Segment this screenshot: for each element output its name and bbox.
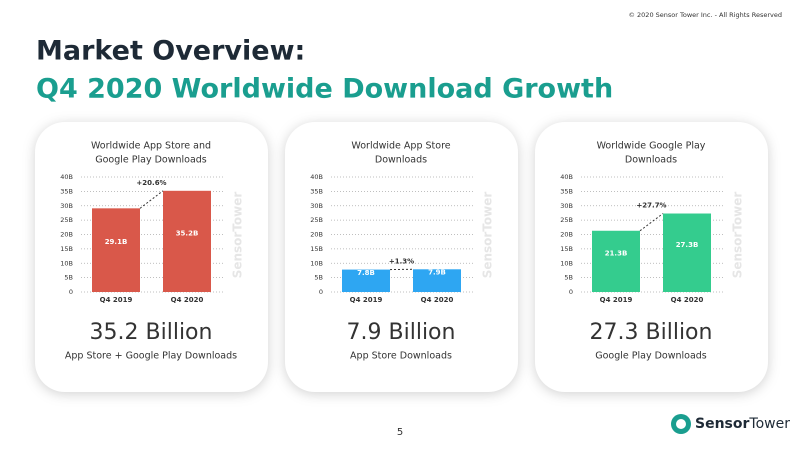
logo-regular: Tower xyxy=(748,416,790,432)
card xyxy=(535,122,768,392)
bar xyxy=(663,213,711,292)
y-tick-label: 10B xyxy=(60,259,73,267)
y-tick-label: 30B xyxy=(310,202,323,210)
bar xyxy=(342,269,390,292)
y-tick-label: 0 xyxy=(319,288,323,296)
y-tick-label: 15B xyxy=(310,245,323,253)
x-tick-label: Q4 2020 xyxy=(671,296,704,304)
y-tick-label: 40B xyxy=(310,173,323,181)
logo: SensorTower xyxy=(671,414,790,434)
value-label: 35.2B xyxy=(176,229,199,237)
caption: App Store + Google Play Downloads xyxy=(65,351,237,362)
copyright: © 2020 Sensor Tower Inc. - All Rights Re… xyxy=(628,11,782,19)
y-tick-label: 0 xyxy=(69,288,73,296)
y-tick-label: 20B xyxy=(560,231,573,239)
y-tick-label: 35B xyxy=(60,187,73,195)
chart-title: Google Play Downloads xyxy=(95,155,207,166)
x-tick-label: Q4 2019 xyxy=(100,296,133,304)
annotation: +27.7% xyxy=(636,202,666,210)
watermark: SensorTower xyxy=(231,192,245,279)
y-tick-label: 35B xyxy=(560,187,573,195)
chart-title: Downloads xyxy=(375,155,427,166)
y-tick-label: 0 xyxy=(569,288,573,296)
y-tick-label: 5B xyxy=(64,274,73,282)
watermark: SensorTower xyxy=(481,192,495,279)
y-tick-label: 25B xyxy=(560,216,573,224)
caption: Google Play Downloads xyxy=(595,351,707,362)
caption: App Store Downloads xyxy=(350,351,452,362)
y-tick-label: 15B xyxy=(560,245,573,253)
y-tick-label: 30B xyxy=(560,202,573,210)
x-tick-label: Q4 2020 xyxy=(421,296,454,304)
bar xyxy=(413,269,461,292)
headline: 27.3 Billion xyxy=(590,320,713,345)
watermark: SensorTower xyxy=(731,192,745,279)
logo-text: SensorTower xyxy=(695,416,790,432)
x-tick-label: Q4 2020 xyxy=(171,296,204,304)
page-number: 5 xyxy=(397,427,403,438)
slide-subtitle: Q4 2020 Worldwide Download Growth xyxy=(36,74,613,105)
y-tick-label: 15B xyxy=(60,245,73,253)
y-tick-label: 5B xyxy=(564,274,573,282)
value-label: 7.9B xyxy=(428,269,446,277)
y-tick-label: 30B xyxy=(60,202,73,210)
connector xyxy=(639,213,664,232)
y-tick-label: 10B xyxy=(560,259,573,267)
slide-title: Market Overview: xyxy=(36,36,305,67)
x-tick-label: Q4 2019 xyxy=(600,296,633,304)
value-label: 29.1B xyxy=(105,238,128,246)
card xyxy=(285,122,518,392)
chart-title: Downloads xyxy=(625,155,677,166)
logo-icon-inner xyxy=(676,419,686,429)
value-label: 21.3B xyxy=(605,249,628,257)
y-tick-label: 20B xyxy=(310,231,323,239)
y-tick-label: 40B xyxy=(60,173,73,181)
headline: 35.2 Billion xyxy=(90,320,213,345)
y-tick-label: 25B xyxy=(310,216,323,224)
y-tick-label: 35B xyxy=(310,187,323,195)
value-label: 27.3B xyxy=(676,241,699,249)
bar xyxy=(92,208,140,292)
annotation: +20.6% xyxy=(136,179,166,187)
connector xyxy=(139,190,164,209)
chart-title: Worldwide App Store xyxy=(351,141,450,152)
y-tick-label: 40B xyxy=(560,173,573,181)
y-tick-label: 5B xyxy=(314,274,323,282)
annotation: +1.3% xyxy=(389,257,414,265)
chart-title: Worldwide Google Play xyxy=(597,141,706,152)
headline: 7.9 Billion xyxy=(347,320,456,345)
bar xyxy=(163,190,211,292)
x-tick-label: Q4 2019 xyxy=(350,296,383,304)
y-tick-label: 10B xyxy=(310,259,323,267)
y-tick-label: 20B xyxy=(60,231,73,239)
logo-bold: Sensor xyxy=(695,416,749,432)
y-tick-label: 25B xyxy=(60,216,73,224)
chart-title: Worldwide App Store and xyxy=(91,141,211,152)
value-label: 7.8B xyxy=(357,269,375,277)
card xyxy=(35,122,268,392)
bar xyxy=(592,230,640,292)
